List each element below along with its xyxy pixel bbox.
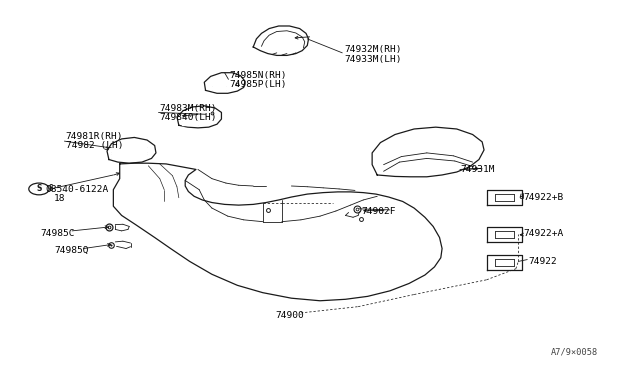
Text: 74922+B: 74922+B xyxy=(524,193,564,202)
Text: S: S xyxy=(48,185,52,193)
Text: 74985C: 74985C xyxy=(40,229,75,238)
Polygon shape xyxy=(111,147,147,152)
Text: A7/9×0058: A7/9×0058 xyxy=(551,348,598,357)
Polygon shape xyxy=(111,154,147,158)
Text: 74931M: 74931M xyxy=(460,165,494,174)
Text: 74932M(RH): 74932M(RH) xyxy=(344,45,402,54)
Text: 74981R(RH): 74981R(RH) xyxy=(66,132,123,141)
Text: 18: 18 xyxy=(54,195,66,203)
Text: 74922+A: 74922+A xyxy=(524,229,564,238)
Text: 749840(LH): 749840(LH) xyxy=(160,113,217,122)
Text: 74900: 74900 xyxy=(275,311,304,320)
Polygon shape xyxy=(212,86,226,90)
Text: 74922: 74922 xyxy=(529,257,557,266)
Text: 74985Q: 74985Q xyxy=(54,246,89,255)
Text: 74933M(LH): 74933M(LH) xyxy=(344,55,402,64)
Text: S: S xyxy=(36,185,42,193)
Text: 74902F: 74902F xyxy=(362,207,396,216)
Text: 74985N(RH): 74985N(RH) xyxy=(230,71,287,80)
Text: 74983M(RH): 74983M(RH) xyxy=(160,104,217,113)
Polygon shape xyxy=(182,121,198,125)
Text: 74985P(LH): 74985P(LH) xyxy=(230,80,287,89)
Text: 08540-6122A: 08540-6122A xyxy=(45,185,109,194)
Text: 74982 (LH): 74982 (LH) xyxy=(66,141,123,150)
